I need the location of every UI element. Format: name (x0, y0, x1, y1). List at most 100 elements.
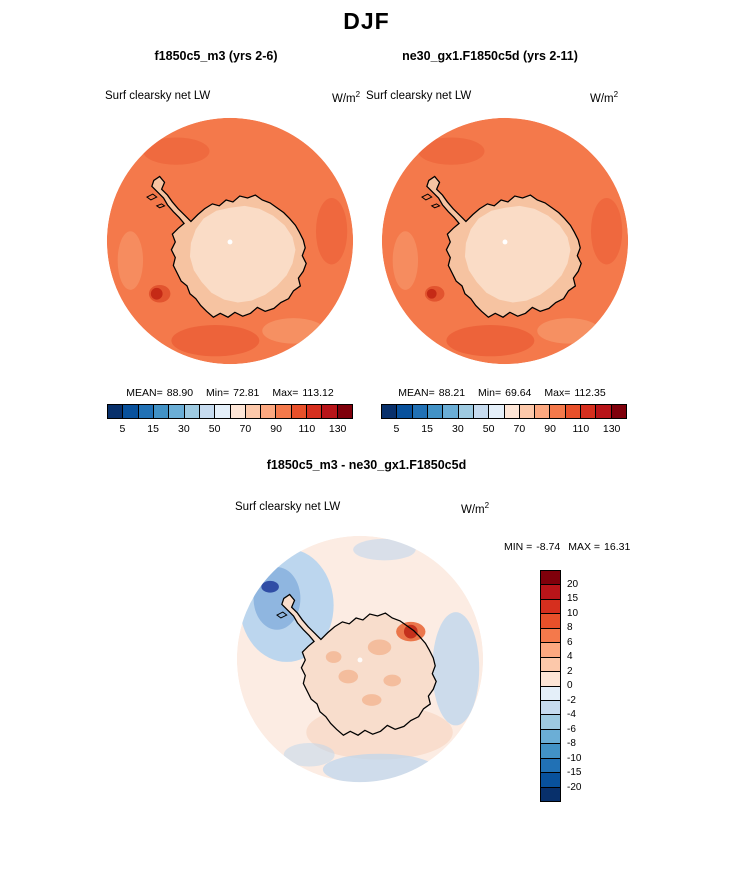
colorbar-cell (541, 585, 560, 600)
island-outline (155, 203, 166, 209)
ocean-light-patch (117, 231, 144, 290)
hot-spot (150, 287, 163, 300)
colorbar-cell (489, 405, 505, 418)
colorbar-tick-label: 5 (119, 423, 126, 435)
ocean-light-patch (262, 318, 325, 344)
diff-min-value: -8.74 (536, 541, 561, 553)
ocean-dark-patch (143, 137, 210, 165)
colorbar-tick-label: 70 (513, 423, 526, 435)
colorbar-cell (550, 405, 566, 418)
colorbar-tick-label: -4 (567, 709, 576, 720)
colorbar-cell (276, 405, 292, 418)
colorbar-cell (581, 405, 597, 418)
colorbar-cell (123, 405, 139, 418)
units-label-right: W/m2 (590, 90, 618, 105)
diff-mottle (325, 651, 342, 663)
colorbar-tick-label: 130 (328, 423, 347, 435)
diff-max-value: 16.31 (604, 541, 631, 553)
colorbar-tick-label: -6 (567, 723, 576, 735)
ocean-dark-patch (171, 325, 260, 357)
colorbar-cell (412, 405, 428, 418)
field-label-right: Surf clearsky net LW (366, 90, 472, 102)
stats-line-left: MEAN= 88.90 Min= 72.81 Max= 113.12 (103, 387, 357, 399)
colorbar-tick-label: -15 (567, 767, 582, 778)
diff-mottle (338, 669, 359, 684)
max-value: 113.12 (302, 387, 334, 399)
diff-red-spot (403, 624, 418, 639)
ocean-dark-patch (315, 198, 348, 265)
colorbar-right: 5 15 30 50 70 90 110 130 (381, 404, 627, 437)
colorbar-cell (535, 405, 551, 418)
ocean-dark-patch (418, 137, 485, 165)
colorbar-cell (541, 715, 560, 730)
diff-blue-anomaly (432, 612, 480, 726)
diff-mottle (383, 674, 402, 687)
colorbar-cell (504, 405, 520, 418)
colorbar-tick-labels: 5 15 30 50 70 90 110 130 (107, 423, 353, 437)
colorbar-cell (427, 405, 444, 418)
colorbar-tick-label: 130 (602, 423, 621, 435)
panel-title-left: f1850c5_m3 (yrs 2-6) (154, 49, 278, 63)
mean-value: 88.90 (166, 387, 194, 399)
max-value: 112.35 (574, 387, 606, 399)
map-panel-left (106, 117, 354, 365)
colorbar-cell (541, 773, 560, 788)
colorbar-tick-label: -8 (567, 738, 576, 749)
colorbar-cell (519, 405, 536, 418)
field-label-diff: Surf clearsky net LW (235, 501, 341, 513)
island-outline (421, 193, 433, 201)
panel-title-right: ne30_gx1.F1850c5d (yrs 2-11) (402, 49, 578, 63)
max-label: Max= (544, 387, 571, 399)
colorbar-cell (307, 405, 323, 418)
diff-mottle (361, 694, 382, 706)
colorbar-cells (382, 405, 626, 418)
diff-mottle (367, 639, 392, 656)
colorbar-bar (381, 404, 627, 419)
colorbar-cell (199, 405, 216, 418)
units-base: W/m (332, 92, 356, 105)
island-outline (146, 193, 158, 201)
units-base: W/m (590, 92, 614, 105)
map-panel-right (381, 117, 629, 365)
colorbar-tick-labels: 5 15 30 50 70 90 110 130 (381, 423, 627, 437)
colorbar-tick-label: 50 (482, 423, 495, 435)
min-label: Min= (478, 387, 502, 399)
colorbar-tick-label: 0 (567, 680, 573, 691)
colorbar-cell (541, 700, 560, 716)
colorbar-cell (215, 405, 231, 418)
colorbar-tick-label: 15 (567, 593, 579, 604)
colorbar-cell (541, 628, 560, 644)
colorbar-tick-label: -10 (567, 752, 582, 764)
colorbar-tick-label: 10 (567, 607, 579, 619)
hot-spot (426, 288, 437, 299)
colorbar-tick-label: 110 (298, 423, 316, 435)
ocean-light-patch (537, 318, 600, 344)
pole-dot (502, 239, 508, 245)
units-exponent: 2 (613, 90, 619, 99)
colorbar-cell (138, 405, 154, 418)
min-label: Min= (206, 387, 230, 399)
colorbar-cell (230, 405, 246, 418)
colorbar-tick-label: 6 (567, 636, 573, 648)
colorbar-cell (565, 405, 582, 418)
colorbar-cell (541, 643, 560, 658)
pole-dot (227, 239, 233, 245)
colorbar-cell (611, 405, 626, 418)
ocean-dark-patch (446, 325, 535, 357)
colorbar-cell (473, 405, 490, 418)
units-exponent: 2 (484, 501, 490, 510)
map-panel-diff (236, 535, 484, 783)
field-label-left: Surf clearsky net LW (105, 90, 211, 102)
colorbar-cell (596, 405, 612, 418)
min-value: 72.81 (233, 387, 260, 399)
colorbar-tick-label: 30 (452, 423, 464, 435)
colorbar-cell (541, 599, 560, 615)
diff-title: f1850c5_m3 - ne30_gx1.F1850c5d (266, 458, 467, 472)
diff-min-label: MIN = (504, 541, 533, 553)
colorbar-cell (322, 405, 338, 418)
colorbar-cells (108, 405, 352, 418)
mean-value: 88.21 (438, 387, 466, 399)
units-base: W/m (461, 503, 485, 516)
colorbar-cell (443, 405, 459, 418)
units-exponent: 2 (355, 90, 361, 99)
